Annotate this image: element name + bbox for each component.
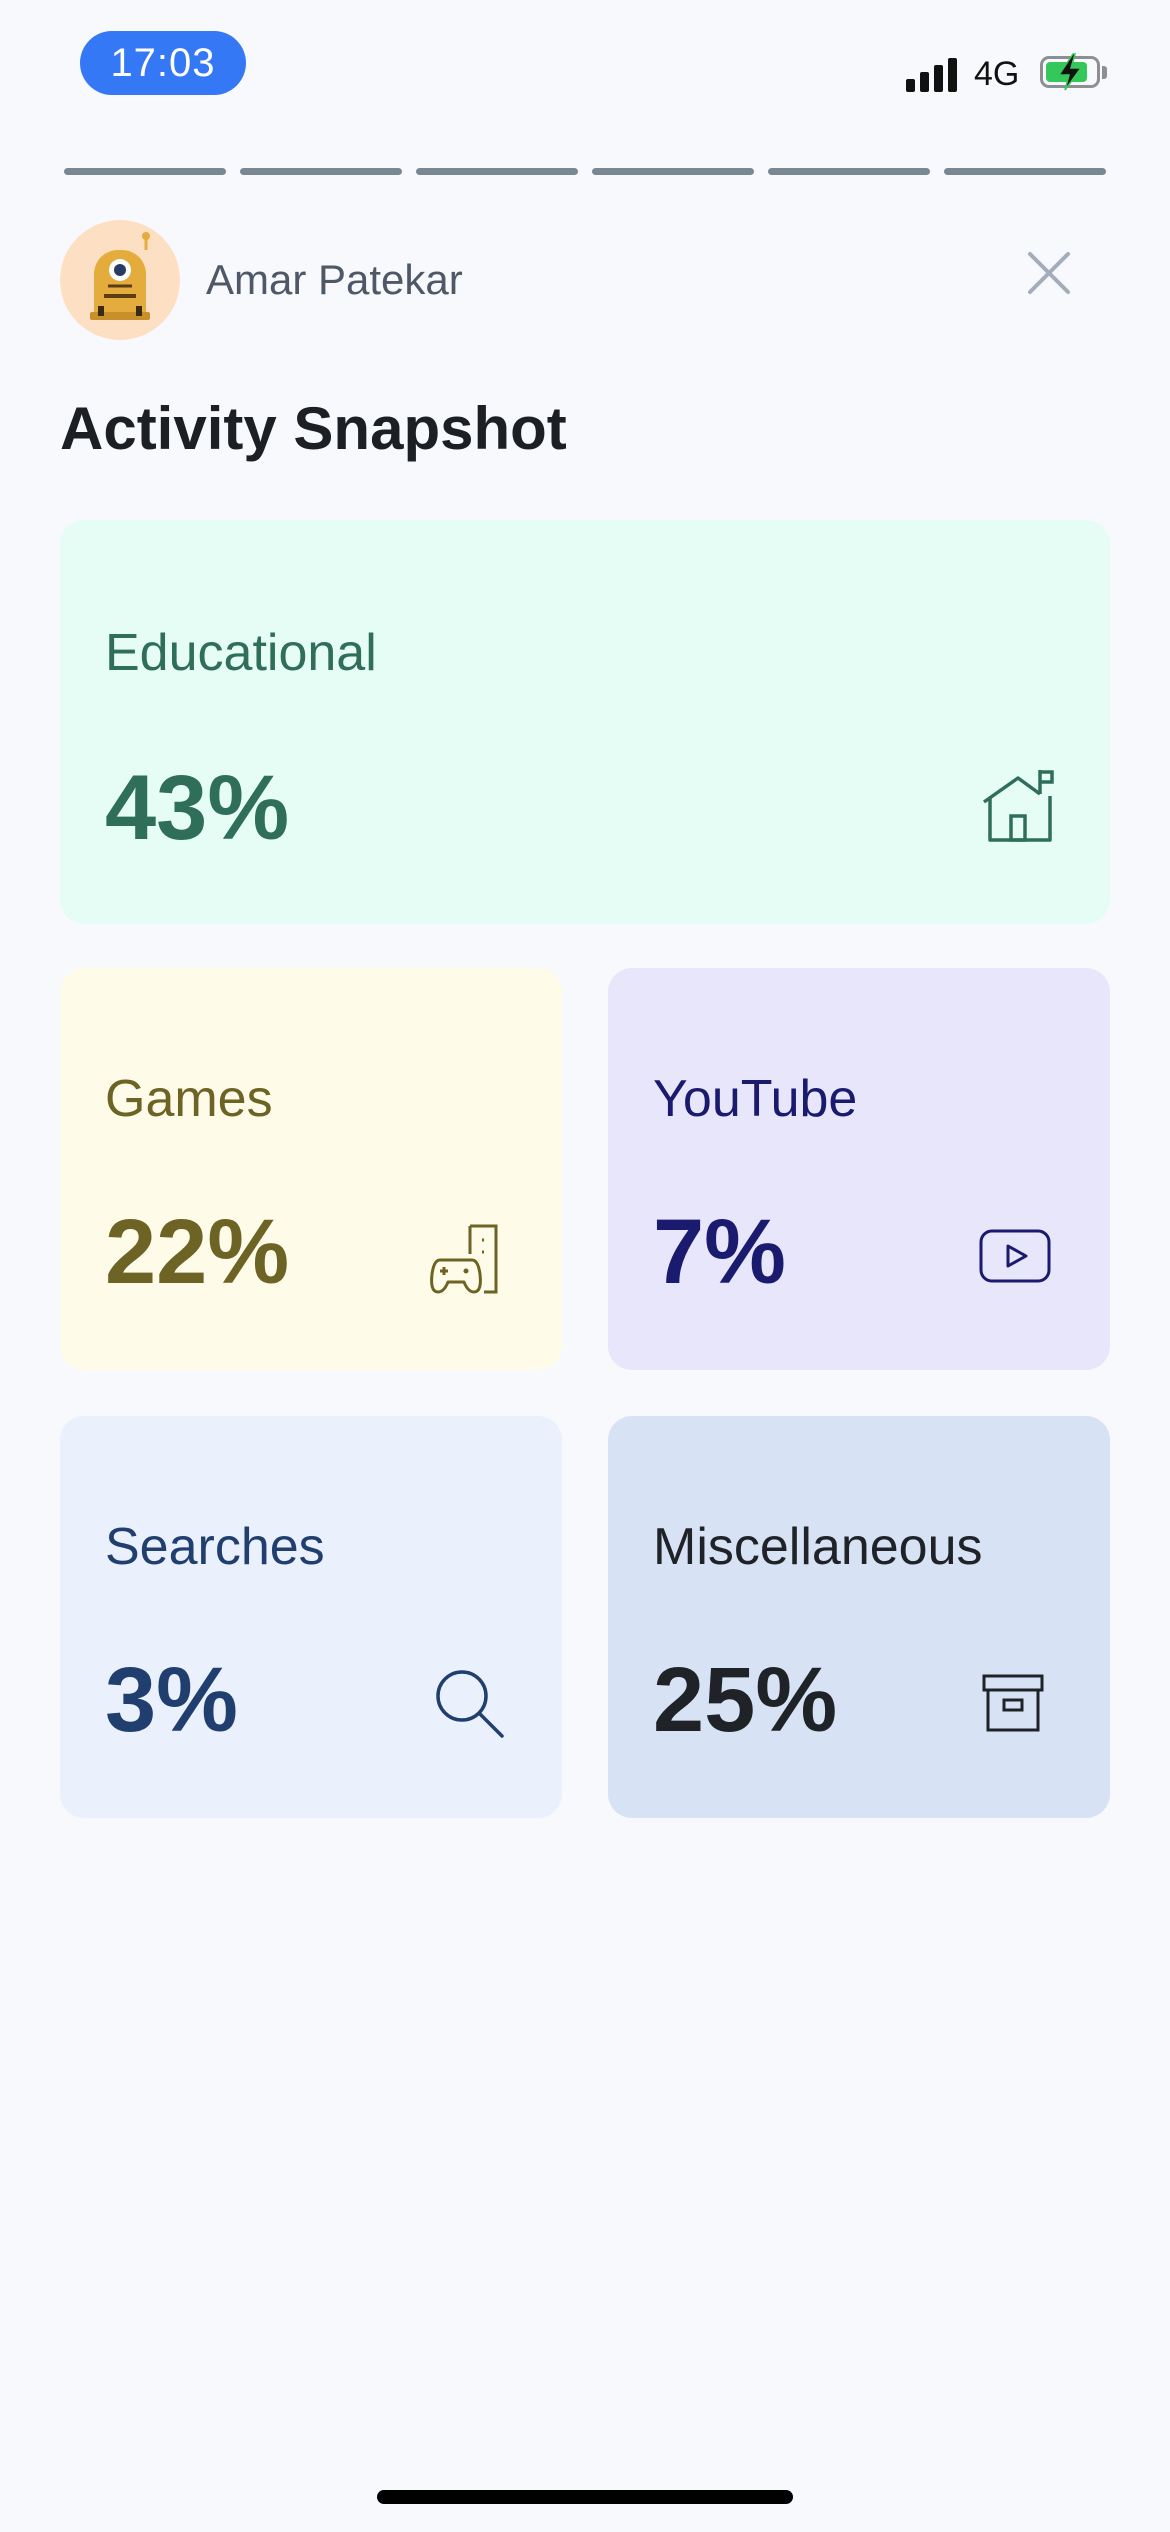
progress-segment <box>592 168 754 175</box>
progress-segment <box>240 168 402 175</box>
miscellaneous-card[interactable]: Miscellaneous 25% <box>608 1416 1110 1818</box>
progress-segment <box>768 168 930 175</box>
archive-box-icon <box>982 1674 1044 1732</box>
educational-card[interactable]: Educational 43% <box>60 520 1110 924</box>
robot-avatar-icon <box>60 220 180 340</box>
charging-bolt-icon <box>1057 53 1083 91</box>
story-progress <box>64 168 1106 175</box>
card-label: Miscellaneous <box>653 1518 983 1576</box>
progress-segment <box>416 168 578 175</box>
card-label: Games <box>105 1070 273 1128</box>
user-name: Amar Patekar <box>206 256 463 303</box>
search-icon <box>436 1670 504 1738</box>
battery-cap <box>1102 66 1107 79</box>
status-time: 17:03 <box>80 31 246 95</box>
card-label: Educational <box>105 624 377 682</box>
house-flag-icon <box>982 770 1054 842</box>
home-indicator[interactable] <box>377 2490 793 2504</box>
play-icon <box>979 1229 1051 1283</box>
card-percentage: 25% <box>653 1649 838 1751</box>
signal-bars-icon <box>906 56 958 92</box>
card-percentage: 7% <box>653 1201 786 1303</box>
card-percentage: 3% <box>105 1649 238 1751</box>
card-percentage: 43% <box>105 757 290 859</box>
close-icon[interactable] <box>1020 244 1078 302</box>
searches-card[interactable]: Searches 3% <box>60 1416 562 1818</box>
card-percentage: 22% <box>105 1201 290 1303</box>
progress-segment <box>944 168 1106 175</box>
card-label: YouTube <box>653 1070 858 1128</box>
page-title: Activity Snapshot <box>60 395 567 462</box>
gamepad-building-icon <box>430 1224 498 1294</box>
games-card[interactable]: Games 22% <box>60 968 562 1370</box>
network-label: 4G <box>974 55 1020 93</box>
progress-segment <box>64 168 226 175</box>
card-label: Searches <box>105 1518 325 1576</box>
youtube-card[interactable]: YouTube 7% <box>608 968 1110 1370</box>
